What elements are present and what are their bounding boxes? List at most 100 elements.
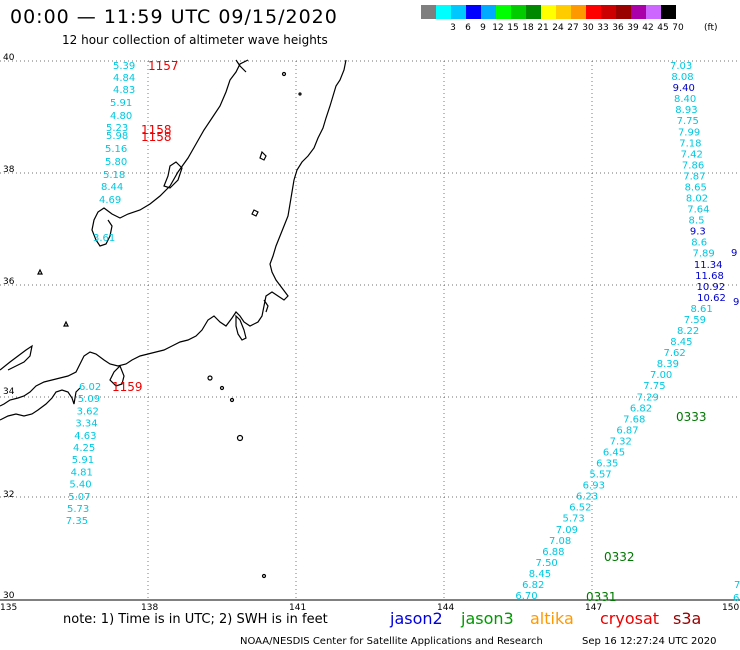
wave-height-label: 8.93 [675,105,697,116]
scale-label: 36 [612,23,624,33]
scale-swatch [466,5,481,19]
legend-s3a: s3a [673,609,702,628]
lon-label-135: 135 [0,603,18,613]
altimeter-tracks: 5.394.844.83 5.91 4.805.235.98 5.16 5.80 5.18… [66,59,740,604]
wave-height-label: 4.63 [74,431,96,442]
credit-line: NOAA/NESDIS Center for Satellite Applica… [240,636,543,647]
wave-height-label: 10.92 [697,282,726,293]
scale-swatch [646,5,661,19]
wave-height-label: 7.18 [679,138,701,149]
wave-height-label: 4.25 [73,443,95,454]
scale-label: 21 [537,23,549,33]
wave-height-label: 3.34 [75,419,97,430]
wave-height-label: 3.61 [93,233,115,244]
lat-label-36: 36 [3,277,15,287]
wave-height-label: 6.45 [603,447,625,458]
wave-height-label: 6.35 [596,459,618,470]
wave-height-label: 9.40 [673,83,695,94]
footer-note: note: 1) Time is in UTC; 2) SWH is in fe… [63,612,328,627]
wave-height-label: 7.29 [637,392,659,403]
legend-altika: altika [530,609,574,628]
wave-height-label: 7.99 [678,127,700,138]
wave-height-label: 5.23 [106,123,128,134]
wave-height-label: 6.02 [79,382,101,393]
wave-height-label: 7.87 [683,171,705,182]
scale-swatch [661,5,676,19]
wave-height-label: 5.39 [113,61,135,72]
wave-height-label: 7.42 [681,149,703,160]
wave-height-label: 8.6 [691,238,707,249]
lat-label-30: 30 [3,591,15,601]
wave-height-label: 3.62 [77,406,99,417]
wave-height-label: 5.73 [562,514,584,525]
wave-height-label: 9.3 [690,227,706,238]
scale-swatch [631,5,646,19]
wave-height-label: 7.64 [687,205,709,216]
scale-swatch [601,5,616,19]
scale-swatch [541,5,556,19]
wave-height-label: 8.61 [690,304,712,315]
wave-height-label: 5.98 [106,131,128,142]
wave-height-label: 6.82 [630,403,652,414]
page-title: 00:00 — 11:59 UTC 09/15/2020 [10,6,338,28]
wave-height-label: 6.87 [616,425,638,436]
scale-label: 39 [627,23,639,33]
wave-height-label: 5.57 [589,470,611,481]
wave-height-label: 7.75 [677,116,699,127]
wave-height-label: 5.18 [103,170,125,181]
legend-jason3: jason3 [461,609,514,628]
scale-label: 45 [657,23,669,33]
wave-height-label: 8.39 [657,359,679,370]
wave-height-label: 7.89 [693,249,715,260]
scale-label: 15 [507,23,519,33]
scale-swatch [571,5,586,19]
wave-height-label: 8.22 [677,326,699,337]
scale-label: 9 [480,23,486,33]
wave-height-label: 5.73 [67,504,89,515]
wave-height-label: 6.23 [576,492,598,503]
scale-label: 33 [597,23,609,33]
scale-unit: (ft) [704,23,718,33]
scale-label: 42 [642,23,654,33]
wave-height-label: 7.35 [66,516,88,527]
time-label: 1158 [141,123,172,137]
generated-timestamp: Sep 16 12:27:24 UTC 2020 [582,636,717,647]
scale-swatch [496,5,511,19]
wave-height-label: 4.69 [99,195,121,206]
scale-swatch [511,5,526,19]
scale-swatch [616,5,631,19]
wave-height-label: 4.81 [71,467,93,478]
wave-height-label: 5.40 [69,480,91,491]
lon-label-150: 150 [722,603,740,613]
wave-height-label: 8.02 [686,194,708,205]
wave-height-label: 9 [731,248,737,259]
legend-cryosat: cryosat [600,609,660,628]
wave-height-label: 7.59 [684,315,706,326]
lat-label-40: 40 [3,53,15,63]
legend-jason2: jason2 [390,609,443,628]
wave-height-label: 4.83 [113,85,135,96]
scale-label: 12 [492,23,504,33]
wave-height-label: 8.44 [101,182,123,193]
lat-label-34: 34 [3,387,15,397]
scale-label: 30 [582,23,594,33]
wave-height-label: 7.32 [610,436,632,447]
wave-height-label: 6.93 [583,481,605,492]
wave-height-label: 9 [733,297,739,308]
wave-height-label: 7 [734,580,740,591]
scale-label: 6 [465,23,471,33]
wave-height-label: 8.40 [674,94,696,105]
lon-label-147: 147 [585,603,603,613]
lon-label-144: 144 [437,603,455,613]
wave-height-label: 5.80 [105,157,127,168]
wave-height-label: 8.65 [685,182,707,193]
scale-label: 24 [552,23,564,33]
scale-label: 27 [567,23,579,33]
wave-height-label: 6.52 [569,503,591,514]
lat-label-38: 38 [3,165,15,175]
scale-swatch [421,5,436,19]
scale-label: 18 [522,23,534,33]
scale-label: 3 [450,23,456,33]
wave-height-label: 5.91 [110,98,132,109]
